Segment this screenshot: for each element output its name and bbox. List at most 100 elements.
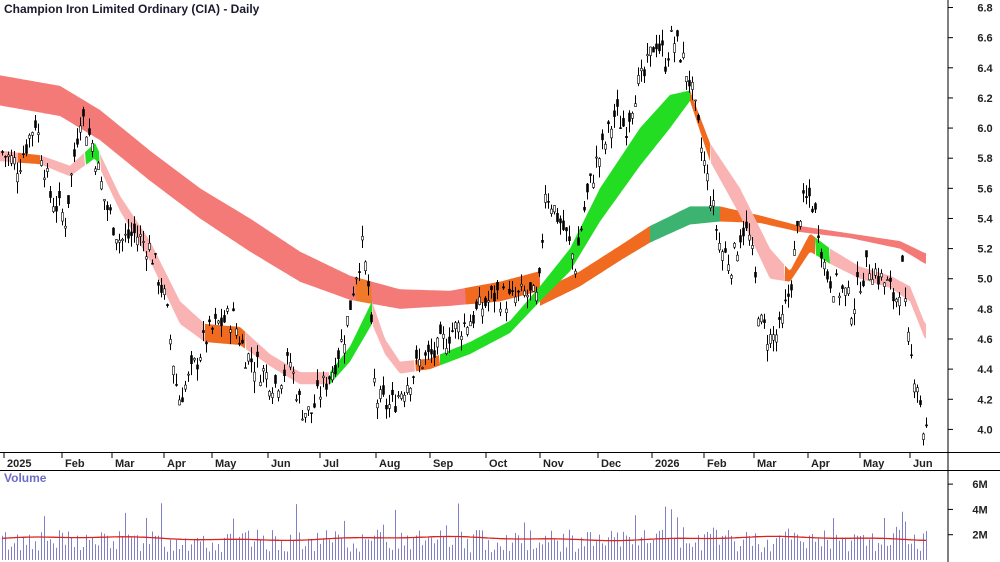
candle-body <box>493 292 496 302</box>
candle-body <box>811 208 814 213</box>
candle-body <box>427 344 430 353</box>
candle-body <box>205 342 208 345</box>
candle-body <box>553 205 556 213</box>
candle-body <box>214 313 217 319</box>
candle-body <box>613 110 616 117</box>
candle-body <box>778 317 781 320</box>
candle-body <box>625 136 628 139</box>
long-term-band-orange <box>540 226 650 306</box>
x-tick-label: 2025 <box>7 458 31 470</box>
candle-body <box>22 153 25 156</box>
candle-body <box>346 316 349 326</box>
candle-body <box>424 352 427 356</box>
candle-body <box>31 132 34 136</box>
candle-body <box>508 288 511 294</box>
candle-body <box>691 82 694 90</box>
candle-body <box>448 336 451 344</box>
candle-body <box>217 320 220 324</box>
candle-body <box>25 144 28 154</box>
candle-body <box>304 413 307 418</box>
candle-body <box>259 381 262 386</box>
candle-body <box>316 380 319 387</box>
candle-body <box>409 388 412 395</box>
candle-body <box>817 235 820 239</box>
candle-body <box>601 133 604 141</box>
x-tick-label: Oct <box>489 458 508 470</box>
candle-body <box>343 343 346 354</box>
y-tick-label: 4.8 <box>977 304 992 316</box>
candle-body <box>295 399 298 401</box>
short-term-band-seg-1 <box>18 152 40 165</box>
candle-body <box>739 235 742 243</box>
candle-body <box>241 339 244 344</box>
candle-body <box>451 330 454 332</box>
candle-body <box>292 371 295 374</box>
candle-body <box>598 158 601 167</box>
short-term-band-seg-15 <box>830 248 926 339</box>
candle-body <box>355 277 358 280</box>
candle-body <box>283 369 286 377</box>
x-tick-label: Dec <box>601 458 621 470</box>
candle-body <box>727 264 730 271</box>
candle-body <box>169 339 172 345</box>
candle-body <box>862 280 865 287</box>
candle-body <box>172 365 175 376</box>
candle-body <box>208 319 211 323</box>
candle-body <box>235 328 238 336</box>
candle-body <box>157 282 160 286</box>
candle-body <box>763 319 766 323</box>
candle-body <box>139 234 142 237</box>
candle-body <box>853 309 856 315</box>
candle-body <box>382 385 385 395</box>
candle-body <box>568 236 571 242</box>
short-term-band-seg-9 <box>415 354 440 372</box>
candle-body <box>487 300 490 303</box>
candle-body <box>898 296 901 307</box>
candle-body <box>550 208 553 214</box>
candle-body <box>136 236 139 246</box>
candle-body <box>610 128 613 139</box>
y-tick-label: 6.6 <box>977 33 992 45</box>
candle-body <box>130 231 133 236</box>
candle-body <box>634 103 637 107</box>
candle-body <box>109 207 112 211</box>
candle-body <box>880 273 883 278</box>
x-tick-label: Jun <box>271 458 291 470</box>
x-tick-label: Feb <box>707 458 727 470</box>
candle-body <box>775 334 778 343</box>
candle-body <box>706 173 709 182</box>
x-tick-label: Apr <box>811 458 831 470</box>
candle-body <box>829 281 832 289</box>
candle-body <box>46 168 49 172</box>
candle-body <box>91 142 94 152</box>
candle-body <box>466 327 469 335</box>
candle-body <box>280 385 283 390</box>
candle-body <box>715 229 718 231</box>
candle-body <box>49 191 52 198</box>
candle-body <box>361 236 364 241</box>
candle-body <box>454 322 457 330</box>
candle-body <box>418 359 421 367</box>
y-tick-label: 5.4 <box>977 213 993 225</box>
candle-body <box>820 252 823 259</box>
short-term-band-seg-6 <box>245 331 330 385</box>
candle-body <box>655 43 658 50</box>
volume-y-label: 4M <box>972 504 987 516</box>
short-term-band-seg-7 <box>330 301 372 385</box>
short-term-band-seg-11 <box>690 90 710 162</box>
candle-body <box>160 284 163 293</box>
candle-body <box>925 424 928 427</box>
candle-body <box>505 308 508 314</box>
candle-body <box>784 299 787 302</box>
candle-body <box>148 242 151 250</box>
candle-body <box>307 406 310 411</box>
candle-body <box>529 282 532 291</box>
candle-body <box>310 412 313 415</box>
candle-body <box>163 288 166 295</box>
candle-body <box>394 406 397 412</box>
y-tick-label: 6.0 <box>977 123 992 135</box>
candle-body <box>19 170 22 173</box>
candle-body <box>604 143 607 150</box>
candle-body <box>391 389 394 395</box>
candle-body <box>919 400 922 405</box>
